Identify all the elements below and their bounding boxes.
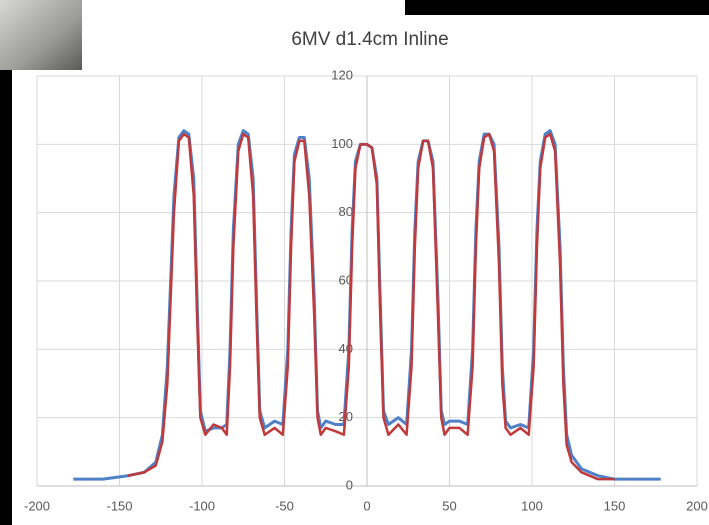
background-strip [405,0,709,15]
background-strip [0,70,12,525]
x-tick-label: 200 [686,498,708,513]
x-tick-label: 100 [521,498,543,513]
x-tick-label: 150 [604,498,626,513]
x-tick-label: -200 [24,498,50,513]
y-tick-label: 80 [339,204,353,219]
y-tick-label: 100 [331,136,353,151]
x-tick-label: 50 [442,498,456,513]
x-tick-label: -150 [106,498,132,513]
y-tick-label: 120 [331,67,353,82]
chart-title: 6MV d1.4cm Inline [291,29,448,50]
x-tick-label: 0 [363,498,370,513]
y-tick-label: 40 [339,341,353,356]
y-tick-label: 0 [346,477,353,492]
x-tick-label: -50 [275,498,294,513]
x-tick-label: -100 [189,498,215,513]
background-photo [0,0,82,70]
data-line [127,132,615,481]
